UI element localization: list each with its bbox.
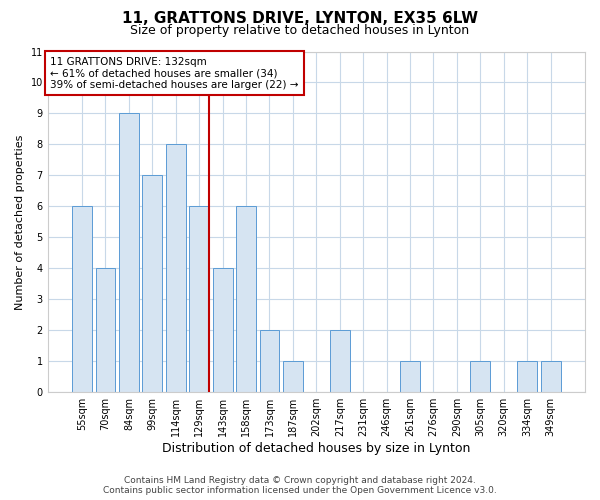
Bar (142, 176, 162, 392)
Bar (400, 361, 420, 392)
Bar (166, 144, 186, 392)
Text: Size of property relative to detached houses in Lynton: Size of property relative to detached ho… (130, 24, 470, 37)
Bar (330, 330, 350, 392)
Y-axis label: Number of detached properties: Number of detached properties (15, 134, 25, 310)
X-axis label: Distribution of detached houses by size in Lynton: Distribution of detached houses by size … (162, 442, 470, 455)
Bar (119, 114, 139, 392)
Text: 11, GRATTONS DRIVE, LYNTON, EX35 6LW: 11, GRATTONS DRIVE, LYNTON, EX35 6LW (122, 11, 478, 26)
Text: Contains HM Land Registry data © Crown copyright and database right 2024.
Contai: Contains HM Land Registry data © Crown c… (103, 476, 497, 495)
Bar (189, 206, 209, 392)
Bar (212, 268, 233, 392)
Bar (517, 361, 537, 392)
Bar (72, 206, 92, 392)
Bar (95, 268, 115, 392)
Bar (260, 330, 280, 392)
Text: 11 GRATTONS DRIVE: 132sqm
← 61% of detached houses are smaller (34)
39% of semi-: 11 GRATTONS DRIVE: 132sqm ← 61% of detac… (50, 56, 299, 90)
Bar (541, 361, 560, 392)
Bar (283, 361, 303, 392)
Bar (236, 206, 256, 392)
Bar (470, 361, 490, 392)
